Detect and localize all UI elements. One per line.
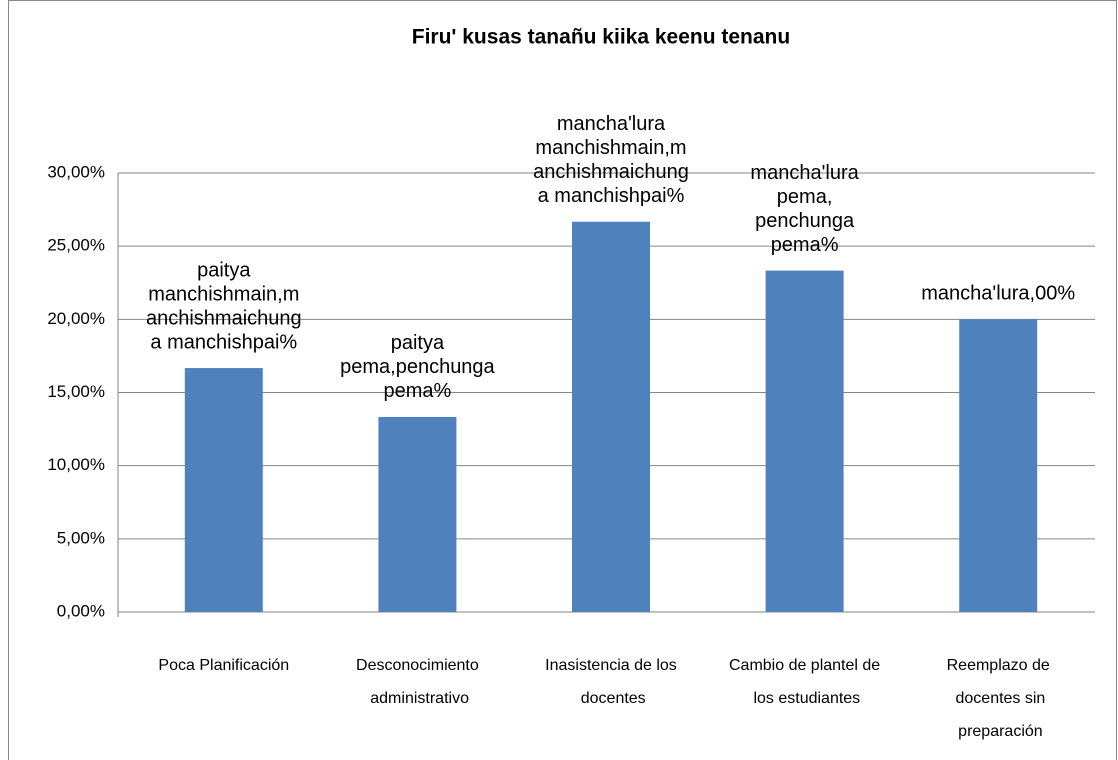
bar: [378, 416, 457, 612]
value-label: penchunga: [755, 210, 855, 232]
bar: [184, 368, 263, 612]
y-tick-label: 30,00%: [47, 162, 105, 181]
value-label: anchishmaichung: [533, 161, 689, 183]
value-label: anchishmaichung: [146, 307, 302, 329]
value-label: mancha'lura: [750, 162, 859, 184]
x-tick-label: Inasistencia de los docentes: [545, 657, 677, 707]
y-tick-label: 5,00%: [57, 528, 105, 547]
bar: [765, 270, 844, 612]
value-label: pema%: [771, 234, 839, 256]
x-tick-label: Desconocimiento administrativo: [356, 657, 479, 707]
value-label: manchishmain,m: [148, 283, 299, 305]
y-tick-label: 20,00%: [47, 309, 105, 328]
value-label: paitya: [197, 259, 251, 281]
bar: [959, 319, 1038, 612]
y-tick-label: 0,00%: [57, 601, 105, 620]
y-tick-label: 15,00%: [47, 382, 105, 401]
value-label: a manchishpai%: [150, 331, 297, 353]
value-label: pema,penchunga: [340, 356, 495, 378]
x-tick-label: Poca Planificación: [158, 657, 289, 674]
value-label: manchishmain,m: [535, 137, 686, 159]
y-tick-label: 10,00%: [47, 455, 105, 474]
value-label: paitya: [391, 332, 445, 354]
value-label: pema,: [777, 186, 833, 208]
value-label: pema%: [383, 380, 451, 402]
x-tick-label: Cambio de plantel de los estudiantes: [729, 657, 880, 707]
value-label: mancha'lura: [557, 113, 666, 135]
chart-title: Firu' kusas tanañu kiika keenu tenanu: [412, 26, 790, 49]
x-tick-label: Reemplazo de docentes sin preparación: [947, 657, 1050, 740]
y-tick-label: 25,00%: [47, 236, 105, 255]
value-label: a manchishpai%: [538, 185, 685, 207]
value-label: mancha'lura,00%: [921, 283, 1075, 305]
bar: [572, 221, 650, 612]
